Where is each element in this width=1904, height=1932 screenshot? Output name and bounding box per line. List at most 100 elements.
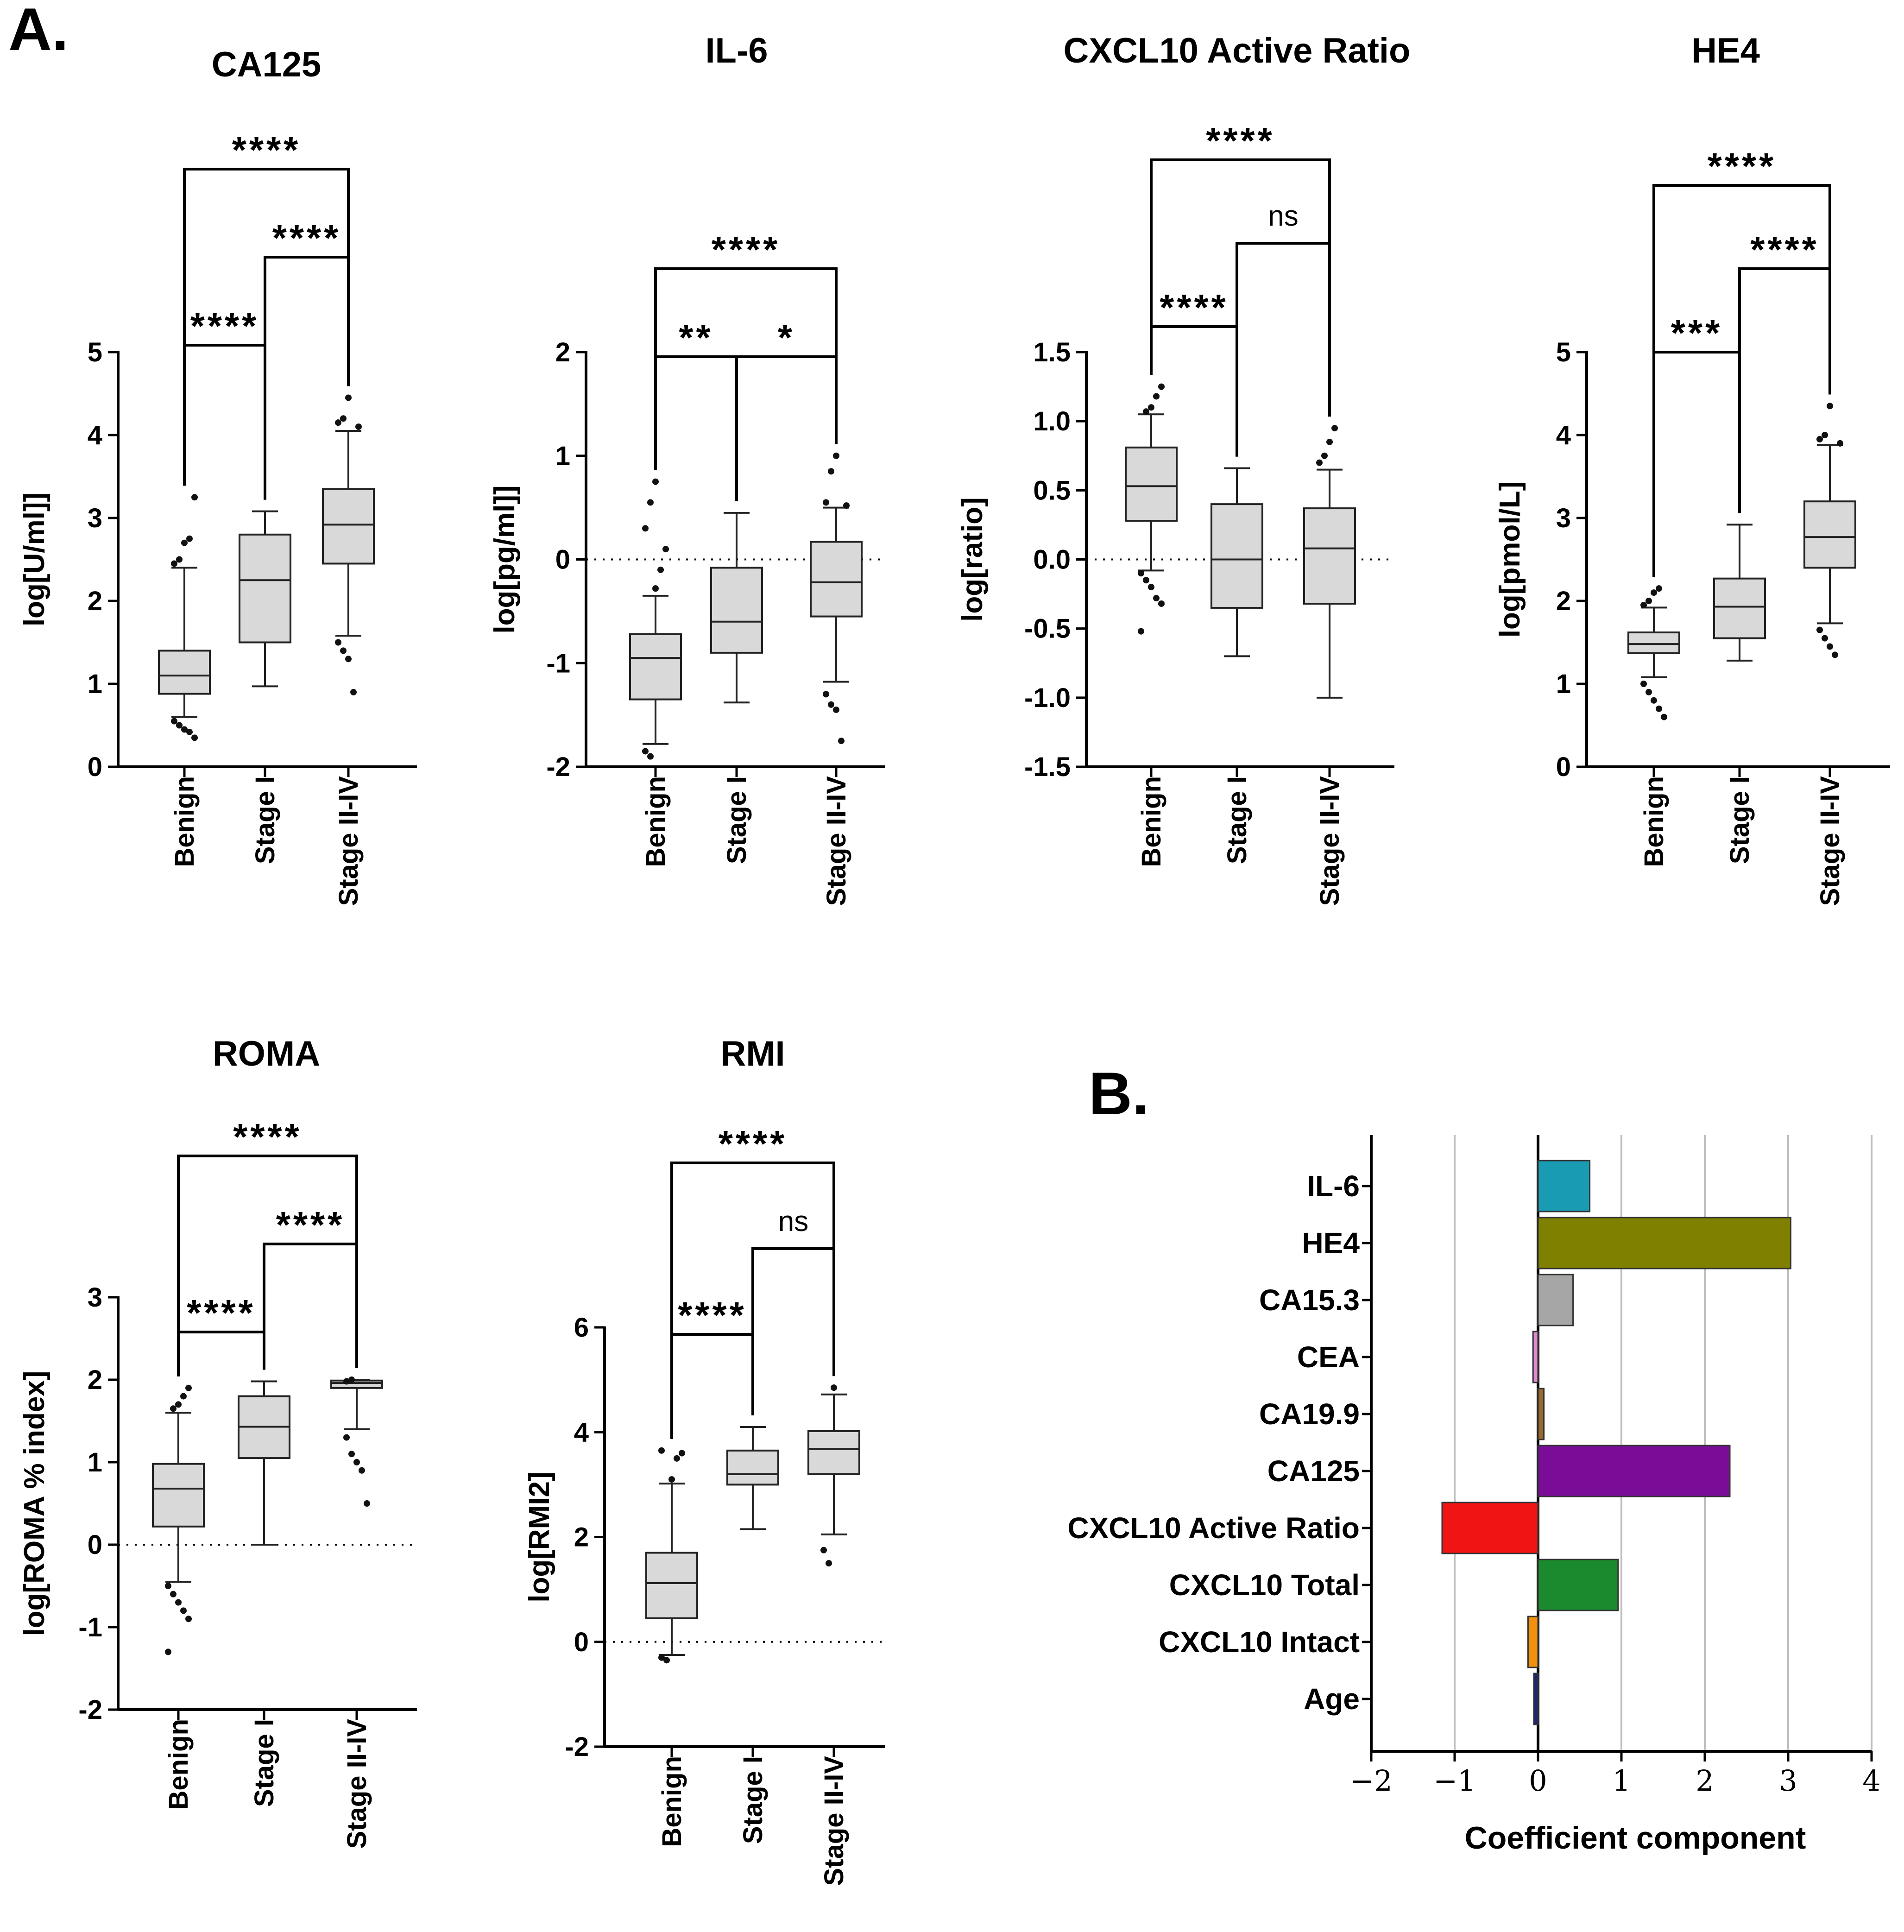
box-panel-rmi: RMI -2 0 2 4 6 log[RMI2] Benign Stage I Stage II-… [523, 1034, 885, 1886]
outlier-point [335, 419, 341, 426]
box-iqr [1803, 500, 1856, 569]
significance-label: **** [232, 129, 301, 170]
outlier-point [838, 738, 845, 745]
outlier-point [1153, 393, 1160, 400]
outlier-point [176, 722, 183, 729]
outlier-point [668, 1476, 675, 1483]
panel-title: ROMA [213, 1034, 320, 1073]
bar-cxcl10-active-ratio [1441, 1502, 1539, 1554]
y-tick-label: 2 [88, 586, 102, 616]
outlier-point [843, 502, 850, 509]
y-tick-label: 1.5 [1033, 337, 1071, 367]
significance-bracket [1236, 242, 1331, 457]
outlier-point [1832, 651, 1838, 658]
category-label: Benign [164, 1719, 194, 1810]
category-label: Stage II-IV [1815, 776, 1845, 906]
y-tick-label: 4 [1556, 420, 1571, 450]
outlier-point [345, 656, 352, 663]
outlier-point [1661, 713, 1667, 720]
outlier-point [180, 1393, 187, 1400]
category-label: Stage II-IV [819, 1756, 849, 1886]
significance-bracket [735, 355, 838, 501]
outlier-point [170, 1405, 177, 1412]
outlier-point [1656, 585, 1662, 592]
outlier-point [359, 1467, 365, 1474]
outlier-point [658, 1447, 665, 1454]
outlier-point [165, 1583, 171, 1589]
y-axis-title: log[ratio] [957, 497, 989, 622]
outlier-point [186, 728, 193, 735]
significance-label: **** [1750, 229, 1819, 270]
box-iqr [158, 650, 211, 695]
bar-category-label: Age [1304, 1682, 1360, 1716]
bar-category-label: CEA [1297, 1340, 1360, 1374]
category-label: Stage I [722, 776, 752, 864]
panel-title: HE4 [1691, 31, 1760, 70]
outlier-point [657, 566, 664, 573]
category-label: Stage II-IV [342, 1719, 372, 1849]
box-iqr [1713, 577, 1766, 639]
significance-bracket [1652, 351, 1741, 577]
outlier-point [642, 525, 649, 532]
category-label: Benign [1136, 776, 1166, 867]
panel-title: CA125 [212, 45, 322, 84]
x-tick-label: −1 [1433, 1764, 1475, 1798]
outlier-point [1316, 459, 1323, 466]
outlier-point [828, 701, 834, 708]
panel-title: CXCL10 Active Ratio [1064, 31, 1411, 70]
significance-bracket [177, 1155, 358, 1376]
outlier-point [191, 734, 198, 741]
outlier-point [662, 546, 669, 553]
y-tick-label: 2 [88, 1365, 102, 1395]
panel-title: IL-6 [705, 31, 768, 70]
y-tick-label: -1.5 [1024, 752, 1071, 782]
category-label: Stage II-IV [1315, 776, 1345, 906]
x-tick-label: −2 [1350, 1764, 1392, 1798]
significance-bracket [670, 1333, 754, 1439]
significance-label: ns [1268, 200, 1298, 232]
outlier-point [343, 1378, 350, 1385]
outlier-point [1656, 705, 1662, 712]
box-panel-he4: HE4 0 1 2 3 4 5 log[pmol/L] Benign Stage I Stage I… [1494, 31, 1890, 906]
box-iqr [807, 1430, 860, 1475]
bar-panel-coefficients: −2 −1 0 1 2 3 4 Coefficient component IL-6 HE4 CA1… [1067, 1135, 1881, 1856]
significance-bracket [183, 344, 266, 500]
bar-ca19-9 [1537, 1388, 1545, 1440]
category-label: Stage I [1725, 776, 1755, 864]
outlier-point [1138, 628, 1144, 635]
outlier-point [652, 478, 659, 485]
y-axis-title: log[pmol/L] [1494, 481, 1526, 638]
significance-label: **** [272, 217, 341, 259]
y-tick-label: -2 [546, 752, 570, 782]
significance-bracket [1150, 158, 1331, 417]
bar-category-label: HE4 [1302, 1226, 1360, 1260]
outlier-point [833, 452, 839, 459]
box-iqr [726, 1449, 779, 1486]
box-iqr [322, 488, 375, 565]
significance-bracket [183, 168, 350, 486]
significance-bracket [264, 256, 350, 500]
outlier-point [658, 1654, 665, 1661]
significance-label: ns [778, 1206, 808, 1237]
y-tick-label: 6 [574, 1313, 589, 1343]
category-label: Stage II-IV [334, 776, 364, 906]
outlier-point [345, 394, 352, 401]
category-label: Benign [1639, 776, 1669, 867]
y-tick-label: 0.5 [1033, 475, 1071, 505]
outlier-point [1651, 589, 1657, 596]
outlier-point [1646, 598, 1652, 604]
x-tick-label: 4 [1862, 1764, 1880, 1798]
significance-label: **** [187, 1292, 256, 1333]
category-label: Stage II-IV [821, 776, 851, 906]
category-label: Benign [641, 776, 671, 867]
significance-bracket [751, 1247, 835, 1415]
significance-label: **** [1160, 287, 1229, 328]
outlier-point [1837, 440, 1843, 447]
outlier-point [1321, 452, 1328, 459]
category-label: Stage I [1222, 776, 1252, 864]
y-tick-label: -1 [78, 1612, 102, 1642]
outlier-point [1640, 681, 1647, 687]
outlier-point [185, 1384, 192, 1391]
bar-category-label: CA19.9 [1259, 1397, 1360, 1431]
bar-category-label: CXCL10 Active Ratio [1067, 1511, 1360, 1545]
